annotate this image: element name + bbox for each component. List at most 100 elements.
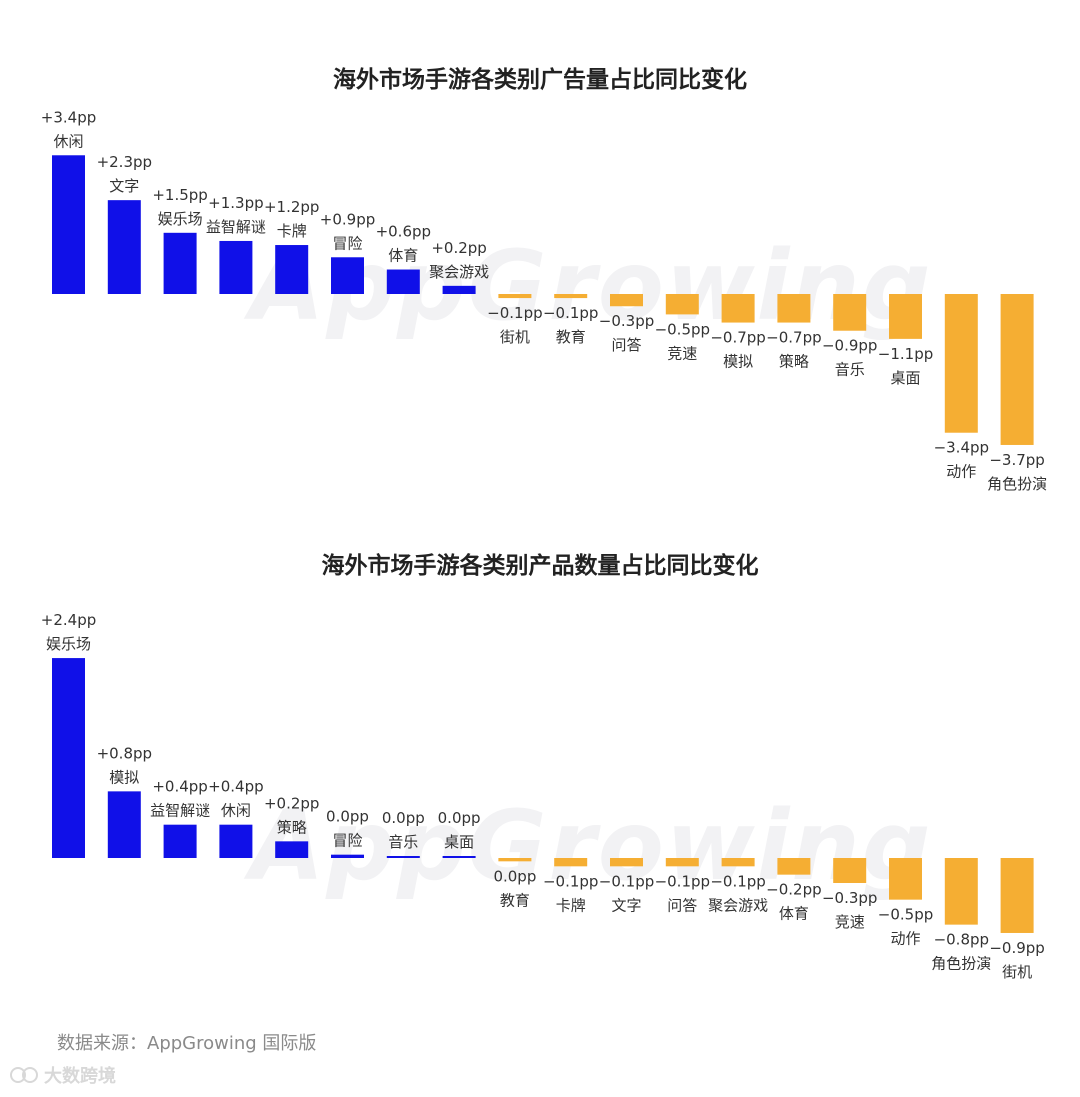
value-label: −0.1pp [710, 872, 765, 890]
bar-动作 [889, 858, 922, 900]
category-label: 策略 [277, 818, 307, 836]
value-label: +1.5pp [152, 186, 207, 204]
category-label: 桌面 [890, 369, 920, 387]
category-label: 问答 [611, 336, 641, 354]
value-label: −0.9pp [989, 939, 1044, 957]
ad-share-change-chart: +3.4pp 休闲 +2.3pp 文字 +1.5pp 娱乐场 +1.3pp 益智解谜 +1.2p… [41, 108, 1047, 493]
value-label: −0.1pp [543, 872, 598, 890]
bar-音乐 [833, 294, 867, 331]
bar-角色扮演 [944, 858, 978, 925]
bar-聚会游戏 [721, 858, 755, 867]
category-label: 体育 [779, 905, 809, 923]
bar-娱乐场 [52, 658, 85, 858]
bar-益智解谜 [163, 824, 197, 858]
category-label: 文字 [109, 177, 139, 195]
value-label: +0.4pp [152, 778, 207, 796]
value-label: +0.8pp [97, 744, 152, 762]
brand-logo: 大数跨境 [10, 1062, 116, 1088]
value-label: 0.0pp [382, 809, 425, 827]
category-label: 教育 [500, 891, 530, 909]
infinity-logo-icon [10, 1064, 40, 1086]
bar-竞速 [665, 294, 699, 315]
category-label: 益智解谜 [150, 802, 210, 820]
bar-策略 [777, 294, 811, 323]
category-label: 教育 [556, 328, 586, 346]
value-label: −0.7pp [710, 329, 765, 347]
value-label: −0.5pp [878, 906, 933, 924]
bar-角色扮演 [1000, 294, 1034, 445]
value-label: −0.1pp [599, 872, 654, 890]
bar-体育 [386, 269, 420, 294]
value-label: −3.7pp [989, 451, 1044, 469]
value-label: −0.7pp [766, 329, 821, 347]
category-label: 聚会游戏 [708, 896, 768, 914]
value-label: −3.4pp [934, 439, 989, 457]
bar-问答 [665, 858, 699, 867]
bar-冒险 [331, 854, 364, 858]
category-label: 娱乐场 [46, 635, 91, 653]
category-label: 动作 [890, 930, 920, 948]
bar-桌面 [442, 856, 476, 858]
bar-休闲 [219, 824, 253, 858]
category-label: 益智解谜 [206, 218, 266, 236]
value-label: −0.3pp [822, 889, 877, 907]
bar-卡牌 [554, 858, 588, 867]
bar-教育 [498, 858, 532, 862]
product-count-share-change-chart: +2.4pp 娱乐场 +0.8pp 模拟 +0.4pp 益智解谜 +0.4pp 休闲 +0.2p… [41, 611, 1045, 981]
value-label: 0.0pp [326, 808, 369, 826]
category-label: 音乐 [388, 833, 418, 851]
category-label: 休闲 [53, 132, 83, 150]
category-label: 冒险 [332, 832, 362, 850]
category-label: 问答 [667, 896, 697, 914]
value-label: −0.3pp [599, 312, 654, 330]
value-label: −1.1pp [878, 345, 933, 363]
bar-策略 [275, 841, 309, 858]
value-label: +0.4pp [208, 778, 263, 796]
bar-卡牌 [275, 245, 309, 294]
chart-title: 海外市场手游各类别产品数量占比同比变化 [321, 553, 759, 579]
category-label: 竞速 [835, 913, 865, 931]
bar-冒险 [331, 257, 364, 294]
bar-竞速 [833, 858, 867, 883]
value-label: 0.0pp [438, 809, 481, 827]
value-label: −0.9pp [822, 337, 877, 355]
category-label: 桌面 [444, 833, 474, 851]
category-label: 竞速 [667, 344, 697, 362]
bar-音乐 [386, 856, 420, 858]
bar-聚会游戏 [442, 285, 476, 294]
value-label: +3.4pp [41, 108, 96, 126]
data-source-note: 数据来源：AppGrowing 国际版 [57, 1033, 317, 1054]
category-label: 模拟 [109, 768, 139, 786]
value-label: −0.1pp [487, 304, 542, 322]
value-label: +0.6pp [376, 223, 431, 241]
value-label: −0.5pp [655, 320, 710, 338]
value-label: +1.2pp [264, 198, 319, 216]
category-label: 角色扮演 [931, 955, 991, 973]
category-label: 娱乐场 [158, 210, 203, 228]
bar-文字 [610, 858, 643, 867]
value-label: 0.0pp [493, 867, 536, 885]
category-label: 策略 [779, 353, 809, 371]
bar-文字 [107, 200, 141, 294]
category-label: 文字 [611, 896, 641, 914]
category-label: 卡牌 [556, 896, 586, 914]
value-label: −0.8pp [934, 931, 989, 949]
value-label: +0.9pp [320, 210, 375, 228]
category-label: 动作 [946, 463, 976, 481]
value-label: +0.2pp [431, 239, 486, 257]
category-label: 聚会游戏 [429, 263, 489, 281]
value-label: +0.2pp [264, 794, 319, 812]
category-label: 街机 [500, 328, 530, 346]
category-label: 音乐 [835, 361, 865, 379]
bar-动作 [944, 294, 978, 433]
bar-益智解谜 [219, 240, 253, 294]
value-label: +2.4pp [41, 611, 96, 629]
bar-体育 [777, 858, 811, 875]
value-label: +1.3pp [208, 194, 263, 212]
bar-模拟 [721, 294, 755, 323]
value-label: −0.1pp [543, 304, 598, 322]
category-label: 体育 [388, 247, 418, 265]
bar-问答 [610, 294, 643, 307]
bar-街机 [498, 294, 532, 299]
bar-娱乐场 [163, 232, 197, 294]
